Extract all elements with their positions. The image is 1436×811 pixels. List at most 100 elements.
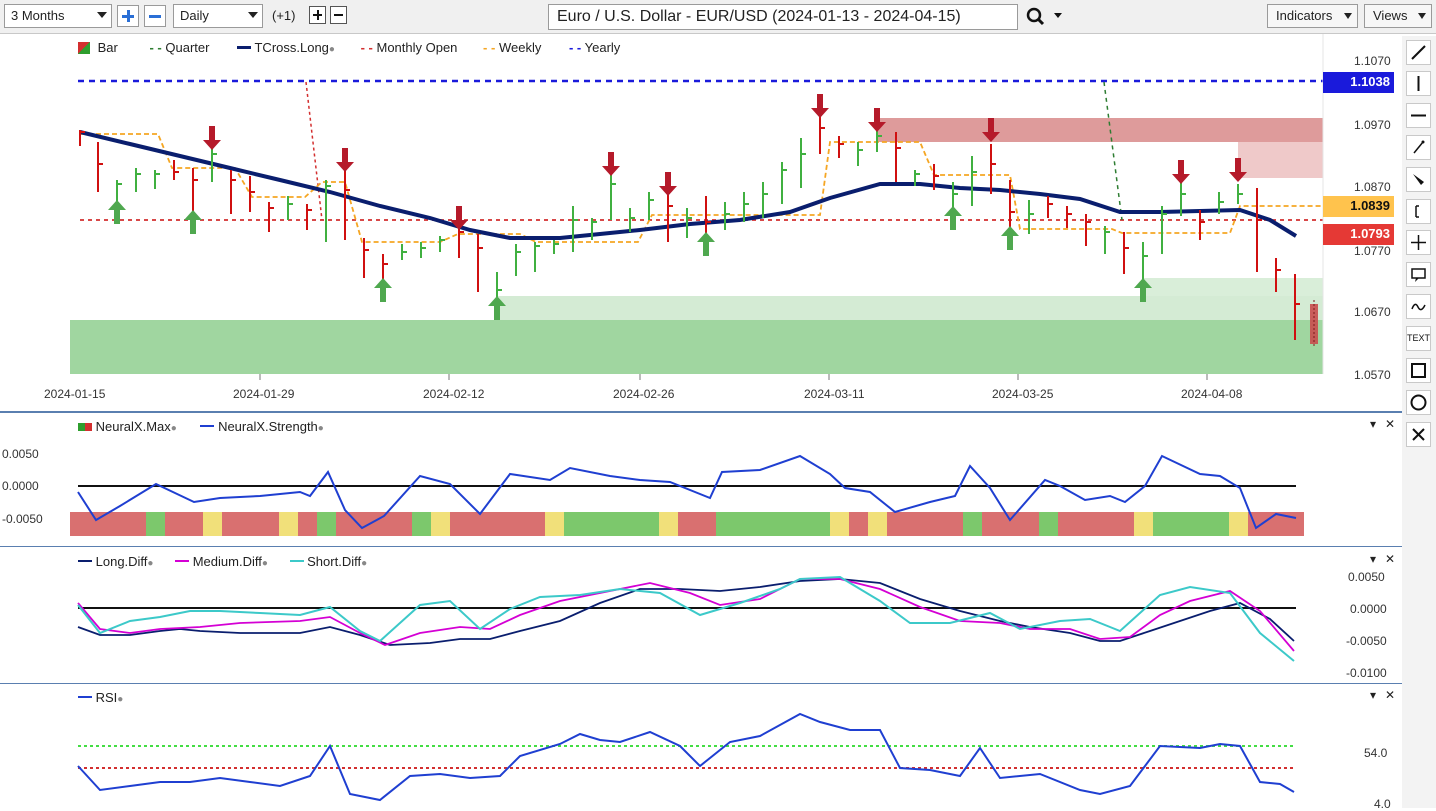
pane-separator[interactable] [0, 411, 1402, 413]
instrument-title-input[interactable]: Euro / U.S. Dollar - EUR/USD (2024-01-13… [548, 4, 1018, 30]
neuralx-segment [716, 512, 830, 536]
buy-arrow-icon [184, 210, 202, 234]
period-select[interactable]: 3 Months [4, 4, 112, 28]
long-diff-line [77, 578, 1295, 646]
diff-chart[interactable] [0, 549, 1402, 682]
offset-increase-button[interactable] [309, 6, 326, 24]
pane-separator[interactable] [0, 683, 1402, 684]
support-zone [70, 320, 1323, 374]
buy-arrow-icon [374, 278, 392, 302]
vertical-line-icon[interactable] [1406, 71, 1431, 96]
rsi-chart[interactable] [0, 686, 1402, 808]
collapse-pane-button[interactable]: ▾ [1370, 688, 1377, 702]
buy-arrow-icon [697, 232, 715, 256]
chevron-down-icon [97, 12, 107, 18]
legend-monthly-open[interactable]: Monthly Open [376, 40, 458, 55]
neuralx-segment [830, 512, 849, 536]
delete-icon[interactable] [1406, 422, 1431, 447]
interval-select[interactable]: Daily [173, 4, 263, 28]
legend-neuralx-strength[interactable]: NeuralX.Strength [218, 419, 318, 434]
zoom-out-button[interactable] [144, 5, 166, 27]
neuralx-chart[interactable] [0, 414, 1402, 546]
legend-tcross-long[interactable]: TCross.Long [254, 40, 329, 55]
neuralx-segment [1058, 512, 1134, 536]
views-button[interactable]: Views [1364, 4, 1432, 28]
x-tick: 2024-03-25 [992, 387, 1054, 401]
chevron-down-icon [248, 12, 258, 18]
neuralx-segment [982, 512, 1039, 536]
sell-arrow-icon [868, 108, 886, 132]
neuralx-strength-line [77, 454, 1297, 530]
neuralx-segment [1153, 512, 1229, 536]
pen-icon[interactable] [1406, 135, 1431, 160]
legend-yearly[interactable]: Yearly [584, 40, 621, 55]
legend-long-diff[interactable]: Long.Diff [95, 554, 148, 569]
legend-neuralx-max[interactable]: NeuralX.Max [95, 419, 171, 434]
minus-icon [334, 14, 343, 16]
sell-arrow-icon [203, 126, 221, 150]
rsi-line [77, 712, 1295, 802]
y-tick: -0.0100 [1346, 666, 1387, 680]
instrument-title: Euro / U.S. Dollar - EUR/USD (2024-01-13… [557, 8, 961, 25]
circle-icon[interactable] [1406, 390, 1431, 415]
offset-decrease-button[interactable] [330, 6, 347, 24]
legend-quarter[interactable]: Quarter [165, 40, 210, 55]
legend-bar[interactable]: Bar [97, 40, 118, 55]
y-tick: 1.0870 [1354, 180, 1391, 194]
close-pane-button[interactable]: ✕ [1385, 417, 1396, 431]
rsi-legend: RSI● [78, 690, 123, 705]
crosshair-icon[interactable] [1406, 230, 1431, 255]
weekly-line [80, 133, 1323, 243]
legend-weekly[interactable]: Weekly [498, 40, 542, 55]
horizontal-line-icon[interactable] [1406, 103, 1431, 128]
quarter-line [1103, 81, 1123, 221]
zoom-in-button[interactable] [117, 5, 139, 27]
text-tool-icon[interactable]: TEXT [1406, 326, 1431, 351]
price-chart[interactable] [0, 34, 1402, 412]
bracket-icon[interactable] [1406, 199, 1431, 224]
legend-rsi[interactable]: RSI [95, 690, 118, 705]
y-tick: 4.0 [1374, 797, 1391, 811]
collapse-pane-button[interactable]: ▾ [1370, 417, 1377, 431]
close-pane-button[interactable]: ✕ [1385, 688, 1396, 702]
indicators-button[interactable]: Indicators [1267, 4, 1358, 28]
price-legend: Bar - - Quarter TCross.Long● - - Monthly… [78, 40, 620, 55]
neuralx-segment [659, 512, 678, 536]
price-bars [79, 112, 1300, 340]
neuralx-segment [431, 512, 450, 536]
resistance-zone [876, 118, 1323, 142]
medium-diff-line [77, 578, 1295, 652]
brush-icon[interactable] [1406, 167, 1431, 192]
neuralx-segment [222, 512, 279, 536]
neuralx-segment [678, 512, 716, 536]
neuralx-segment [887, 512, 963, 536]
y-tick: 0.0050 [2, 447, 39, 461]
wave-icon[interactable] [1406, 294, 1431, 319]
neuralx-segment [298, 512, 317, 536]
y-tick: 54.0 [1364, 746, 1388, 760]
comment-icon[interactable] [1406, 262, 1431, 287]
line-tool-icon[interactable] [1406, 40, 1431, 65]
neuralx-segment [412, 512, 431, 536]
y-tick: 1.0970 [1354, 118, 1391, 132]
neuralx-segment [1229, 512, 1248, 536]
support-zone-recent [1143, 278, 1323, 296]
y-tick: 0.0000 [1350, 602, 1387, 616]
sell-arrow-icon [1172, 160, 1190, 184]
neural-legend: NeuralX.Max● NeuralX.Strength● [78, 419, 324, 434]
search-icon[interactable] [1025, 6, 1067, 28]
collapse-pane-button[interactable]: ▾ [1370, 552, 1377, 566]
close-pane-button[interactable]: ✕ [1385, 552, 1396, 566]
y-tick: 1.0670 [1354, 305, 1391, 319]
y-tick: 1.1070 [1354, 54, 1391, 68]
support-zone-upper [498, 296, 1323, 320]
legend-short-diff[interactable]: Short.Diff [307, 554, 362, 569]
bar-icon [78, 42, 90, 54]
buy-arrow-icon [944, 206, 962, 230]
weekly-price-tag: 1.0839 [1323, 196, 1394, 217]
legend-medium-diff[interactable]: Medium.Diff [192, 554, 262, 569]
rectangle-icon[interactable] [1406, 358, 1431, 383]
neuralx-segment [545, 512, 564, 536]
sell-arrow-icon [602, 152, 620, 176]
pane-separator[interactable] [0, 546, 1402, 547]
